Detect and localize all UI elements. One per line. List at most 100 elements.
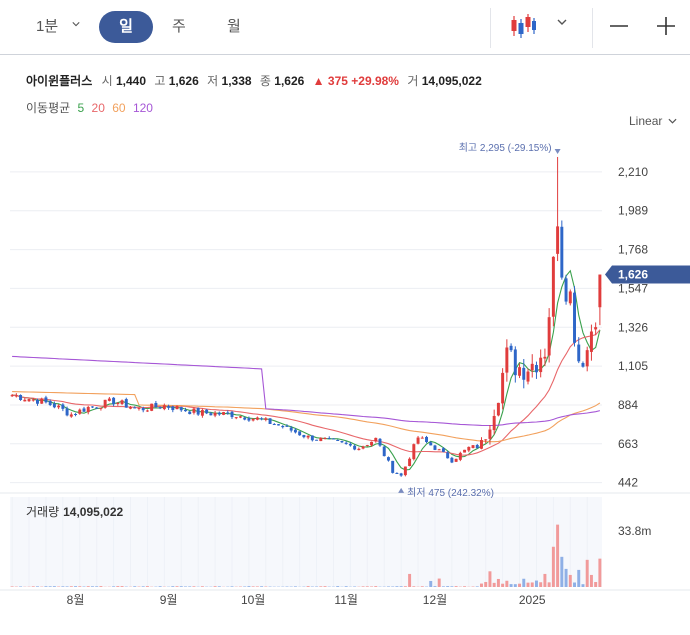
candle-body (188, 411, 192, 415)
timeframe-month-button[interactable]: 월 (227, 18, 241, 35)
volume-bar (386, 586, 390, 587)
candle-body (260, 418, 264, 420)
volume-bar (539, 582, 543, 587)
candle-body (412, 444, 416, 460)
candle-body (382, 446, 386, 457)
timeframe-day-button[interactable]: 일 (99, 11, 153, 43)
toolbar-divider (592, 8, 593, 48)
volume-bar (429, 580, 433, 587)
scale-mode-button[interactable]: Linear (629, 114, 663, 128)
volume-bar (585, 559, 589, 587)
x-tick-label: 9월 (160, 593, 178, 607)
volume-bar (184, 586, 187, 587)
candle-body (425, 436, 428, 443)
volume-bar (412, 586, 416, 587)
chevron-down-icon[interactable] (557, 18, 567, 26)
candle-body (78, 409, 82, 414)
volume-bar (551, 546, 555, 587)
volume-bar (171, 586, 175, 587)
candle-body (230, 411, 234, 418)
candle-body (429, 442, 433, 446)
chevron-down-icon[interactable] (72, 20, 80, 28)
volume-panel-label: 거래량 (26, 505, 60, 519)
candle-body (48, 401, 52, 406)
candle-body (19, 395, 23, 400)
volume-bar (344, 586, 348, 587)
change-value: 375 (327, 74, 348, 88)
candle-body (120, 400, 124, 405)
volume-bar (36, 586, 39, 587)
volume-bar (336, 586, 340, 587)
candle-body (509, 345, 513, 351)
candle-body (90, 406, 94, 408)
volume-bar (370, 586, 374, 587)
candle-body (450, 457, 454, 463)
volume-bar (86, 586, 90, 587)
candle-body (505, 347, 509, 373)
volume-bar (95, 586, 99, 587)
candle-body (116, 403, 120, 405)
candle-body (99, 407, 103, 409)
volume-bar (475, 586, 479, 587)
volume-bar (31, 586, 35, 587)
candle-body (365, 445, 369, 447)
y-tick-label: 1,768 (618, 243, 648, 257)
candle-body (551, 256, 555, 317)
volume-bar (192, 586, 196, 587)
ma60-line (12, 391, 601, 443)
volume-bar (530, 582, 534, 587)
candle-body (107, 398, 111, 401)
candle-body (323, 438, 327, 440)
plus-icon[interactable] (655, 14, 677, 38)
candle-body (530, 363, 534, 371)
candle-body (556, 226, 560, 254)
candle-body (158, 407, 162, 409)
candle-body (268, 418, 272, 424)
candle-body (209, 413, 213, 416)
candle-body (61, 404, 65, 409)
volume-bar (52, 586, 56, 587)
chevron-down-icon[interactable] (668, 117, 677, 125)
volume-panel-value: 14,095,022 (63, 505, 124, 519)
moving-average-legend[interactable]: 이동평균 5 20 60 120 (26, 99, 157, 116)
candle-body (437, 449, 441, 451)
current-price-label: 1,626 (618, 268, 648, 282)
candle-body (403, 466, 407, 476)
candle-body (95, 407, 99, 409)
low-label: 저 (207, 74, 219, 88)
x-tick-label: 12월 (423, 593, 447, 607)
candlestick-icon[interactable] (510, 12, 536, 40)
candle-body (36, 399, 39, 404)
y-tick-label: 1,105 (618, 359, 648, 373)
volume-bar (501, 583, 505, 587)
timeframe-week-button[interactable]: 주 (172, 18, 186, 35)
candle-body (399, 473, 403, 476)
candle-body (374, 437, 378, 442)
volume-bar (526, 582, 530, 587)
volume-bar (251, 586, 255, 587)
candle-body (594, 327, 598, 330)
candle-body (573, 292, 576, 343)
volume-bar (420, 586, 424, 587)
low-value: 1,338 (221, 74, 252, 88)
volume-bar (454, 586, 458, 587)
candle-body (277, 424, 280, 426)
timeframe-minute-button[interactable]: 1분 (36, 18, 59, 35)
candle-body (463, 449, 467, 453)
candle-body (340, 440, 344, 443)
candle-body (598, 274, 602, 308)
volume-bar (361, 586, 365, 587)
volume-bar (145, 586, 149, 587)
candle-body (179, 407, 183, 411)
candle-body (171, 406, 175, 411)
candle-body (238, 416, 242, 418)
candle-body (357, 448, 361, 451)
low-annotation: 최저 475 (242.32%) (407, 487, 494, 499)
high-annotation: 최고 2,295 (-29.15%) (459, 142, 552, 154)
high-label: 고 (154, 74, 166, 88)
candle-body (501, 372, 505, 404)
candle-body (458, 452, 462, 460)
minus-icon[interactable] (608, 14, 630, 38)
candle-body (526, 371, 530, 382)
